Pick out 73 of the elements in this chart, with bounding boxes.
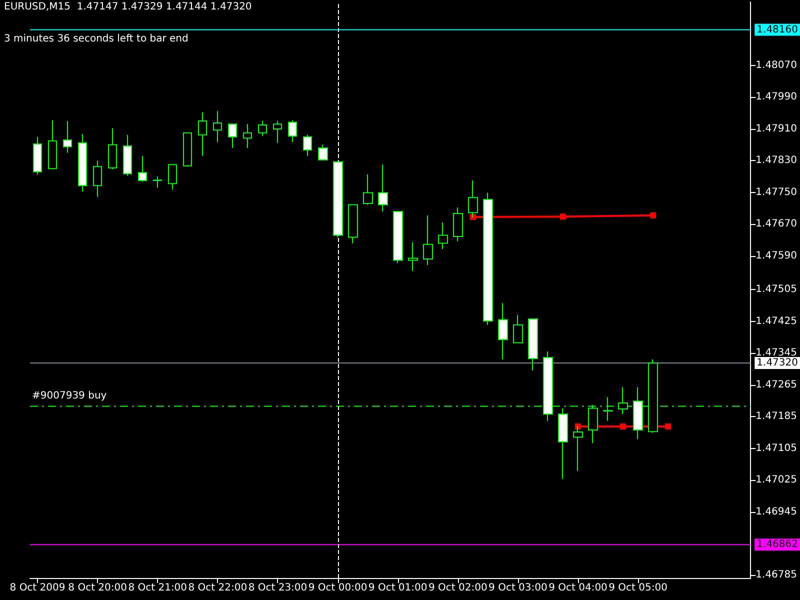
candlestick [273, 120, 282, 144]
candlestick [483, 192, 493, 326]
candlestick [438, 222, 448, 250]
candlestick [78, 134, 87, 192]
y-tick-label: 1.46785 [756, 570, 798, 581]
annotation: 3 minutes 36 seconds left to bar end [4, 34, 188, 44]
candlestick [93, 160, 102, 198]
x-tick-label: 9 Oct 04:00 [548, 582, 608, 594]
point [560, 214, 566, 220]
x-tick-label: 8 Oct 2009 [10, 582, 66, 594]
y-tick-label: 1.47910 [756, 123, 798, 134]
y-tick-label: 1.47265 [756, 379, 798, 390]
x-tick-label: 8 Oct 20:00 [68, 582, 127, 594]
point [650, 212, 656, 218]
candlestick [333, 161, 343, 238]
y-tick-label: 1.47025 [756, 474, 798, 486]
candlestick [183, 132, 192, 168]
y-tick-label: 1.48070 [756, 60, 798, 71]
point [574, 423, 581, 430]
y-tick-label: 1.47670 [756, 218, 798, 230]
y-tick-label: 1.47830 [756, 155, 798, 166]
candlestick [48, 120, 57, 170]
candlestick [153, 176, 162, 188]
candlestick [63, 120, 72, 154]
candlestick [528, 318, 538, 372]
x-tick-label: 8 Oct 22:00 [188, 582, 248, 594]
candlestick [363, 174, 373, 206]
candlestick [138, 155, 147, 182]
point [620, 423, 626, 430]
candlestick [393, 210, 403, 264]
candlestick [408, 242, 418, 272]
x-tick-label: 8 Oct 23:00 [248, 582, 308, 594]
ref-line-label: 1.46862 [756, 539, 798, 550]
candlestick [123, 134, 132, 176]
y-tick-label: 1.47105 [756, 442, 798, 454]
y-tick-label: 1.46945 [756, 506, 798, 518]
candlestick [378, 164, 388, 212]
candlestick [453, 206, 463, 242]
x-tick-label: 9 Oct 03:00 [488, 582, 548, 594]
x-tick-label: 8 Oct 21:00 [128, 582, 188, 594]
candlestick [243, 124, 252, 148]
y-tick-label: 1.47990 [756, 92, 798, 103]
y-tick-label: 1.47345 [756, 348, 798, 359]
x-tick-label: 9 Oct 00:00 [308, 582, 368, 594]
chart-title: EURUSD,M15 1.47147 1.47329 1.47144 1.47320 [4, 2, 252, 12]
candlestick [228, 124, 237, 148]
candlestick [288, 120, 297, 143]
candlestick [213, 110, 222, 143]
candlestick [168, 164, 177, 190]
y-tick-label: 1.47590 [756, 250, 798, 262]
point [665, 423, 672, 430]
candlestick [318, 144, 328, 162]
candlestick [198, 112, 207, 156]
y-tick-label: 1.47425 [756, 316, 798, 327]
x-tick-label: 9 Oct 05:00 [608, 582, 668, 594]
candlestick [303, 134, 312, 156]
point [470, 214, 476, 220]
candlestick [108, 128, 117, 170]
x-tick-label: 9 Oct 01:00 [368, 582, 428, 594]
candlestick [258, 120, 267, 137]
y-tick-label: 1.47750 [756, 186, 798, 198]
x-tick-label: 9 Oct 02:00 [428, 582, 488, 594]
candlestick [558, 408, 568, 480]
candlestick [423, 214, 433, 266]
candlestick [33, 136, 42, 176]
ref-line-label: #9007939 buy [32, 390, 107, 402]
candlestick [498, 302, 508, 360]
candlestick [348, 204, 358, 244]
ref-line-label: 1.47320 [756, 357, 798, 368]
candlestick [513, 314, 523, 344]
y-tick-label: 1.47505 [756, 284, 798, 296]
ref-line-label: 1.48160 [756, 24, 798, 36]
y-tick-label: 1.47185 [756, 411, 798, 422]
